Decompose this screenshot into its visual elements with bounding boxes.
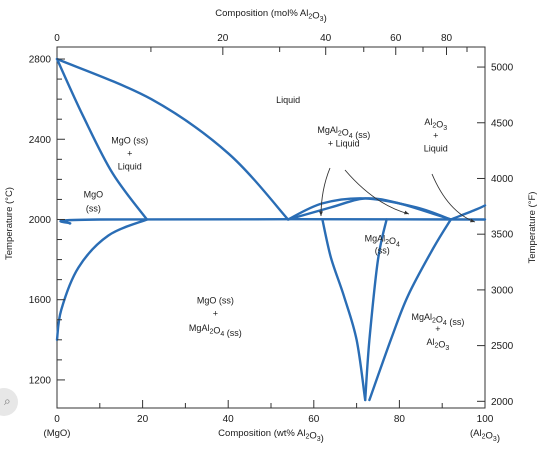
plot-frame-group [56,46,486,409]
pointer-arrow-2-head [404,210,409,215]
y-left-tick-label: 2000 [29,215,52,226]
x-bottom-tick-label: 40 [223,414,235,425]
region-label: MgO (ss) [197,296,234,306]
y-left-tick-label: 1200 [29,375,52,386]
phase-boundary-2 [55,57,149,221]
region-label: + [435,324,440,334]
x-bottom-tick-label: 60 [308,414,320,425]
phase-boundary-5 [449,204,487,221]
tick-group: 0 20 40 60 80 100 (MgO) (Al2O3) Composition (wt%… [4,8,538,444]
y-right-tick-label: 3000 [491,285,514,296]
x-bottom-right-end-label: (Al2O3) [470,428,500,444]
region-label: Liquid [276,95,300,105]
y-right-tick-label: 2500 [491,341,514,352]
region-label: MgAl2O4 (ss) [317,125,370,140]
pointer-arrow-3 [431,173,476,223]
x-top-tick-label: 0 [54,33,60,44]
region-label: MgAl2O4 (ss) [411,312,464,327]
pointer-arrow-3-head [470,218,475,223]
x-top-tick-label: 40 [320,33,332,44]
region-label: + [127,148,132,158]
phase-boundary-7 [55,218,149,341]
region-label: MgAl2O4 (ss) [189,323,242,338]
x-top-tick-label: 20 [217,33,229,44]
pointer-arrow-2 [344,169,410,215]
phase-boundary-4 [286,197,452,221]
region-label: + [433,130,438,140]
x-bottom-tick-label: 0 [54,414,60,425]
pointer-group [319,167,476,223]
region-label: Al2O3 [424,117,447,132]
region-label: Liquid [424,143,448,153]
phase-boundary-3 [286,197,452,221]
region-label: Al2O3 [426,337,449,352]
x-top-tick-label: 60 [390,33,402,44]
y-right-tick-label: 5000 [491,63,514,74]
phase-boundary-8 [321,218,367,402]
y-right-tick-label: 2000 [491,397,514,408]
y-right-tick-label: 3500 [491,230,514,241]
y-left-tick-label: 1600 [29,295,52,306]
region-label: MgAl2O4 [365,234,400,249]
region-label: (ss) [375,246,390,256]
region-label: + Liquid [328,138,360,148]
x-bottom-tick-label: 20 [137,414,149,425]
y-right-tick-label: 4000 [491,174,514,185]
x-bottom-tick-label: 100 [477,414,494,425]
x-bottom-tick-label: 80 [394,414,406,425]
image-search-badge-icon[interactable]: ⌕ [0,388,18,416]
phase-boundary-group [55,57,487,402]
region-label: + [213,309,218,319]
phase-boundary-1 [55,57,290,221]
y-right-tick-label: 4500 [491,118,514,129]
phase-boundary-9 [364,218,388,402]
x-bottom-axis-title: Composition (wt% Al2O3) [218,428,324,444]
region-label: (ss) [86,203,101,213]
phase-boundary-10 [368,218,452,402]
plot-area-frame [56,46,486,409]
x-top-axis-title: Composition (mol% Al2O3) [215,8,327,24]
x-bottom-left-end-label: (MgO) [44,428,71,439]
region-label: Liquid [118,161,142,171]
y-left-tick-label: 2400 [29,135,52,146]
y-left-axis-title: Temperature (°C) [4,187,15,260]
phase-boundary-6 [59,217,487,225]
region-label: MgO (ss) [111,135,148,145]
y-right-axis-title: Temperature (°F) [527,192,538,264]
x-top-tick-label: 80 [441,33,453,44]
y-left-tick-label: 2800 [29,55,52,66]
pointer-arrow-1-head [319,211,323,216]
region-label: MgO [84,189,104,199]
